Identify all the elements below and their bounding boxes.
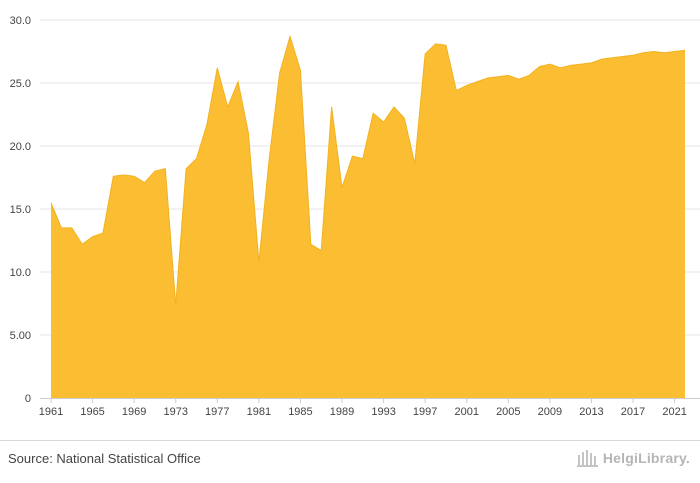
x-tick-label: 1997 [413, 406, 437, 418]
x-tick-labels: 1961 1965 1969 1973 1977 1981 1985 1989 1993 1997… [39, 398, 687, 418]
x-tick-label: 1989 [330, 406, 354, 418]
y-tick-labels: 0 5.00 10.0 15.0 20.0 25.0 30.0 [10, 15, 31, 405]
x-tick-label: 1993 [371, 406, 395, 418]
footer-divider [0, 440, 700, 441]
library-building-icon [576, 450, 598, 467]
y-tick-label: 25.0 [10, 78, 31, 90]
series-area [51, 36, 685, 398]
x-tick-label: 2013 [579, 406, 603, 418]
logo-text: HelgiLibrary. [602, 450, 690, 466]
x-tick-label: 1961 [39, 406, 63, 418]
y-tick-label: 30.0 [10, 15, 31, 27]
series-line [50, 34, 686, 305]
x-tick-label: 2001 [454, 406, 478, 418]
y-tick-label: 5.00 [10, 330, 31, 342]
x-tick-label: 1985 [288, 406, 312, 418]
x-tick-label: 1969 [122, 406, 146, 418]
x-tick-label: 2005 [496, 406, 520, 418]
y-tick-label: 10.0 [10, 267, 31, 279]
y-tick-label: 15.0 [10, 204, 31, 216]
x-tick-label: 1981 [247, 406, 271, 418]
helgi-library-logo: HelgiLibrary. [576, 449, 690, 467]
x-tick-label: 1965 [80, 406, 104, 418]
x-tick-label: 2017 [621, 406, 645, 418]
y-tick-label: 20.0 [10, 141, 31, 153]
x-tick-label: 1977 [205, 406, 229, 418]
x-tick-label: 2009 [538, 406, 562, 418]
x-tick-label: 2021 [662, 406, 686, 418]
y-tick-label: 0 [25, 393, 31, 405]
source-note: Source: National Statistical Office [8, 451, 201, 466]
x-tick-label: 1973 [163, 406, 187, 418]
